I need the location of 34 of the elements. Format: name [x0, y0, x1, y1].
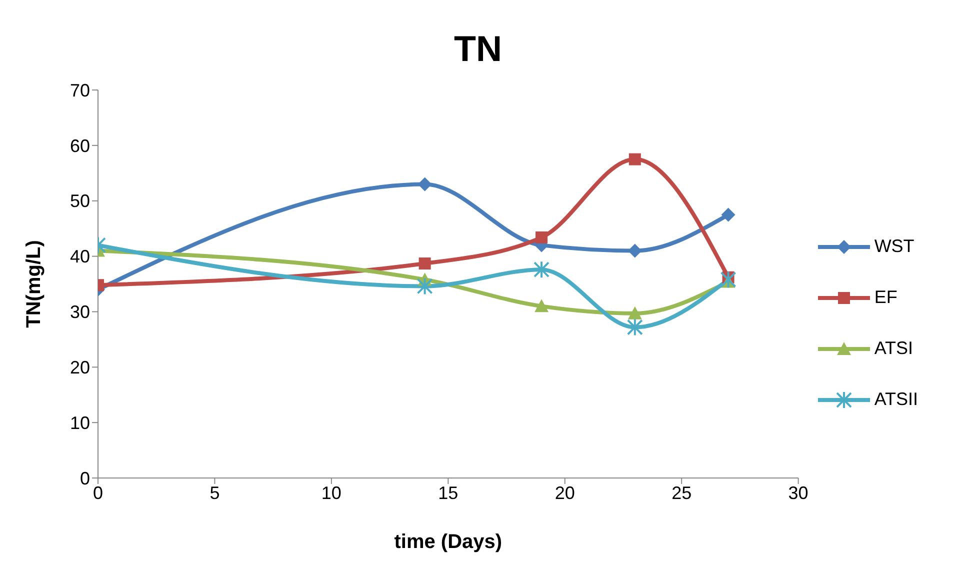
legend-label: EF — [874, 287, 898, 308]
x-tick-label: 5 — [210, 482, 220, 503]
y-tick-label: 30 — [70, 302, 90, 322]
point — [418, 257, 431, 270]
point — [628, 153, 641, 166]
point — [628, 306, 642, 320]
x-tick-label: 10 — [321, 482, 342, 503]
y-tick-label: 0 — [80, 468, 90, 488]
y-tick-label: 40 — [70, 246, 90, 267]
legend-label: WST — [874, 236, 914, 257]
point — [536, 231, 548, 244]
chart-title: TN — [453, 27, 503, 71]
legend-label: ATSI — [874, 338, 913, 359]
y-tick-label: 60 — [70, 136, 90, 156]
y-axis-title: TN(mg/L) — [23, 240, 46, 328]
x-tick-label: 25 — [672, 482, 692, 503]
point — [418, 177, 432, 192]
point — [628, 244, 642, 258]
x-tick-label: 15 — [438, 482, 458, 503]
y-tick-label: 70 — [70, 80, 90, 100]
y-tick-label: 10 — [70, 412, 90, 433]
x-tick-label: 0 — [92, 482, 104, 503]
point — [534, 299, 549, 312]
point — [626, 318, 643, 336]
legend-label: ATSII — [874, 389, 918, 410]
point — [721, 208, 736, 222]
point — [416, 277, 433, 296]
point — [534, 260, 550, 279]
y-tick-label: 20 — [70, 358, 90, 378]
x-tick-label: 30 — [788, 482, 808, 503]
point — [720, 270, 736, 289]
y-tick-label: 50 — [70, 191, 90, 212]
x-tick-label: 20 — [554, 482, 575, 503]
x-axis-title: time (Days) — [394, 531, 502, 553]
